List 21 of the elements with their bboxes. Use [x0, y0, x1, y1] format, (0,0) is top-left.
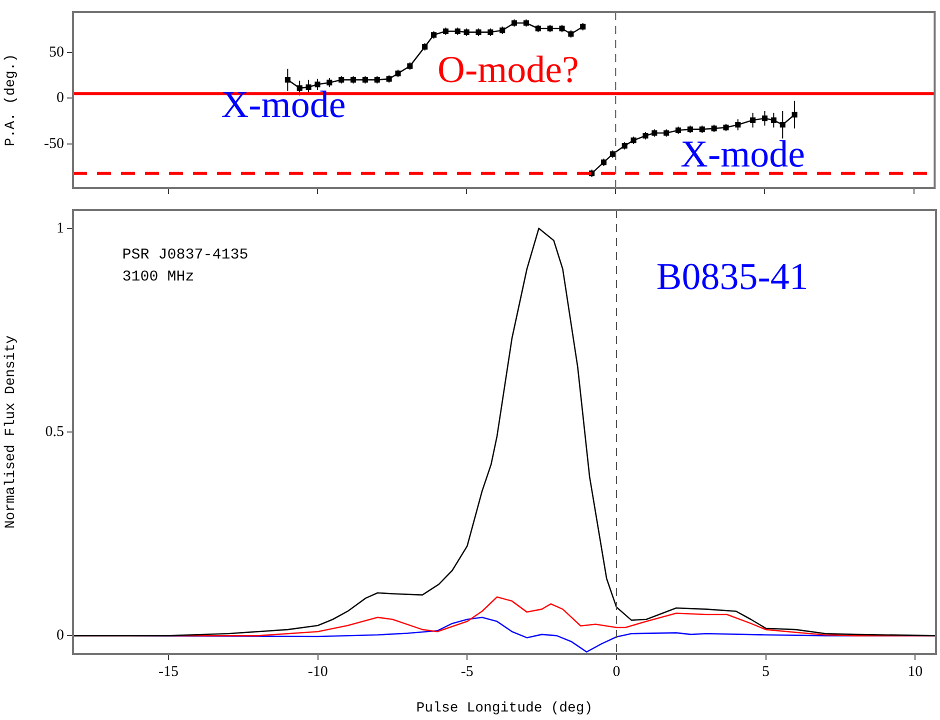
y-tick-label: 1 — [56, 220, 64, 236]
x-tick-label: 10 — [908, 664, 923, 680]
y-axis-title: Normalised Flux Density — [3, 335, 20, 529]
y-tick-label: 0 — [56, 90, 64, 106]
annotation: O-mode? — [438, 48, 579, 91]
y-axis-title: P.A. (deg.) — [3, 54, 20, 146]
x-axis-title: Pulse Longitude (deg) — [416, 700, 593, 716]
x-tick-label: -15 — [158, 664, 179, 680]
annotation: PSR J0837-4135 — [122, 246, 248, 264]
y-tick-label: 0.5 — [45, 424, 64, 440]
annotation: X-mode — [680, 133, 806, 176]
y-tick-label: -50 — [44, 136, 64, 152]
x-tick-label: -10 — [308, 664, 328, 680]
annotation: 3100 MHz — [122, 268, 194, 286]
x-tick-label: 5 — [762, 664, 770, 680]
y-tick-label: 50 — [49, 44, 64, 60]
x-tick-label: -5 — [460, 664, 474, 680]
annotation: B0835-41 — [656, 256, 808, 298]
y-tick-label: 0 — [56, 628, 64, 644]
annotation: X-mode — [221, 84, 346, 126]
x-tick-label: 0 — [612, 664, 620, 680]
